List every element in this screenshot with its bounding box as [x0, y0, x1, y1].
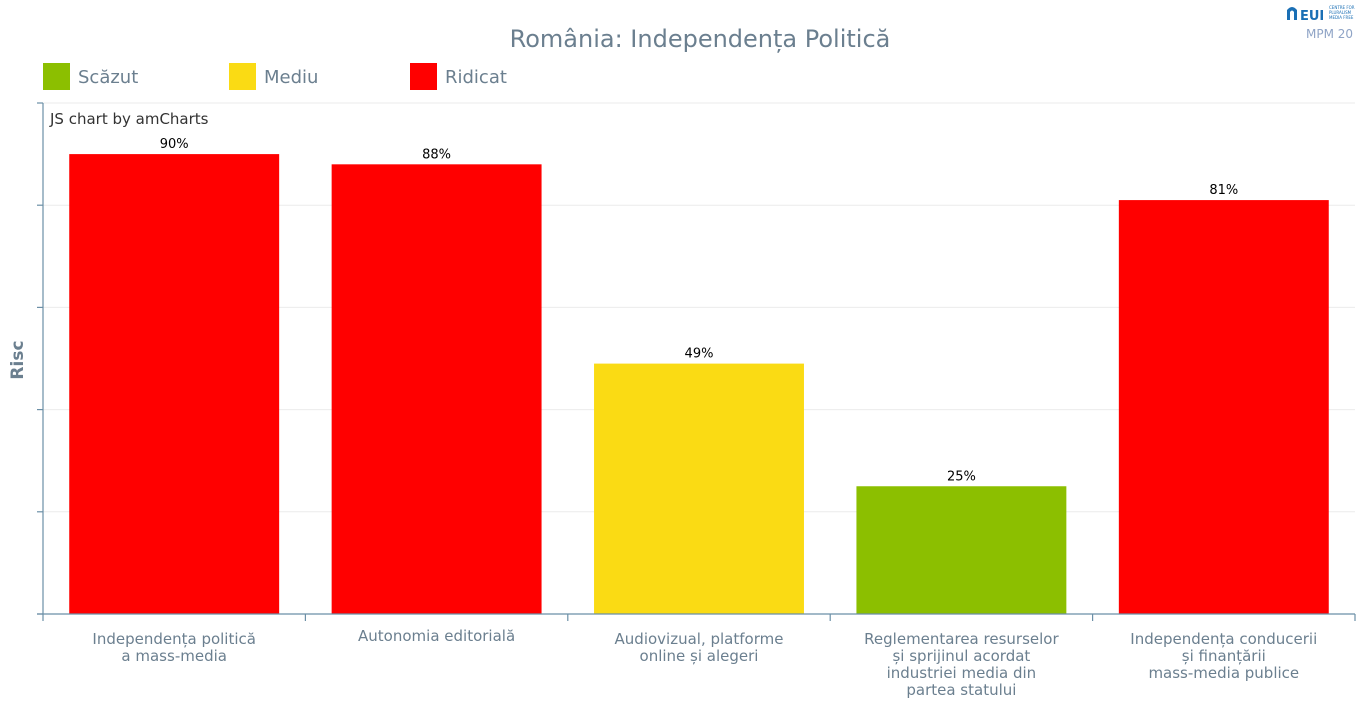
- axes: [37, 102, 1356, 621]
- category-label-3: Audiovizual, platforme online și alegeri: [615, 630, 784, 665]
- logo-tagline-2: PLURALISM: [1329, 10, 1352, 15]
- value-label-5: 81%: [1209, 183, 1238, 198]
- value-labels: 90% 88% 49% 25% 81%: [160, 137, 1239, 484]
- category-labels: Independența politică a mass-media Autonom…: [92, 627, 1317, 699]
- bar-5[interactable]: [1118, 200, 1329, 614]
- legend-swatch-high[interactable]: [410, 63, 437, 90]
- legend: Scăzut Mediu Ridicat: [43, 63, 507, 90]
- bar-2[interactable]: [331, 164, 542, 614]
- legend-label-medium[interactable]: Mediu: [264, 67, 318, 88]
- value-label-1: 90%: [160, 137, 189, 152]
- logo-tagline-1: CENTRE FOR: [1329, 5, 1355, 10]
- category-label-4: Reglementarea resurselor și sprijinul aco…: [864, 630, 1059, 699]
- legend-swatch-medium[interactable]: [229, 63, 256, 90]
- category-label-line: Autonomia editorială: [358, 627, 515, 645]
- category-label-line: Audiovizual, platforme: [615, 630, 784, 648]
- category-label-line: online și alegeri: [640, 647, 759, 665]
- category-label-line: Independența politică: [92, 630, 256, 648]
- logo-brand: EUI: [1300, 9, 1324, 24]
- category-label-1: Independența politică a mass-media: [92, 630, 256, 665]
- logo-edition: MPM 20: [1306, 27, 1353, 41]
- legend-label-high[interactable]: Ridicat: [445, 67, 507, 88]
- legend-label-low[interactable]: Scăzut: [78, 67, 138, 88]
- bar-3[interactable]: [594, 363, 804, 614]
- logo-arch-icon: [1287, 7, 1297, 20]
- bar-4[interactable]: [856, 486, 1067, 614]
- category-label-line: și sprijinul acordat: [892, 647, 1030, 665]
- bars: [69, 154, 1329, 614]
- category-label-line: mass-media publice: [1148, 664, 1299, 682]
- value-label-2: 88%: [422, 147, 451, 162]
- category-label-line: Independența conducerii: [1130, 630, 1317, 648]
- value-label-3: 49%: [685, 347, 714, 362]
- y-axis-label: Risc: [8, 340, 28, 379]
- category-label-line: a mass-media: [121, 647, 227, 665]
- logo-tagline-3: MEDIA FREE: [1329, 15, 1354, 20]
- category-label-line: și finanțării: [1182, 647, 1266, 665]
- chart-title: România: Independența Politică: [510, 25, 891, 53]
- category-label-line: partea statului: [906, 681, 1016, 699]
- eui-logo: EUI CENTRE FOR PLURALISM MEDIA FREE MPM …: [1287, 5, 1355, 41]
- amcharts-credit[interactable]: JS chart by amCharts: [49, 110, 209, 128]
- category-label-2: Autonomia editorială: [358, 627, 515, 645]
- bar-1[interactable]: [69, 154, 280, 614]
- value-label-4: 25%: [947, 469, 976, 484]
- category-label-line: industriei media din: [887, 664, 1037, 682]
- category-label-5: Independența conducerii și finanțării mass…: [1130, 630, 1317, 682]
- legend-swatch-low[interactable]: [43, 63, 70, 90]
- category-label-line: Reglementarea resurselor: [864, 630, 1059, 648]
